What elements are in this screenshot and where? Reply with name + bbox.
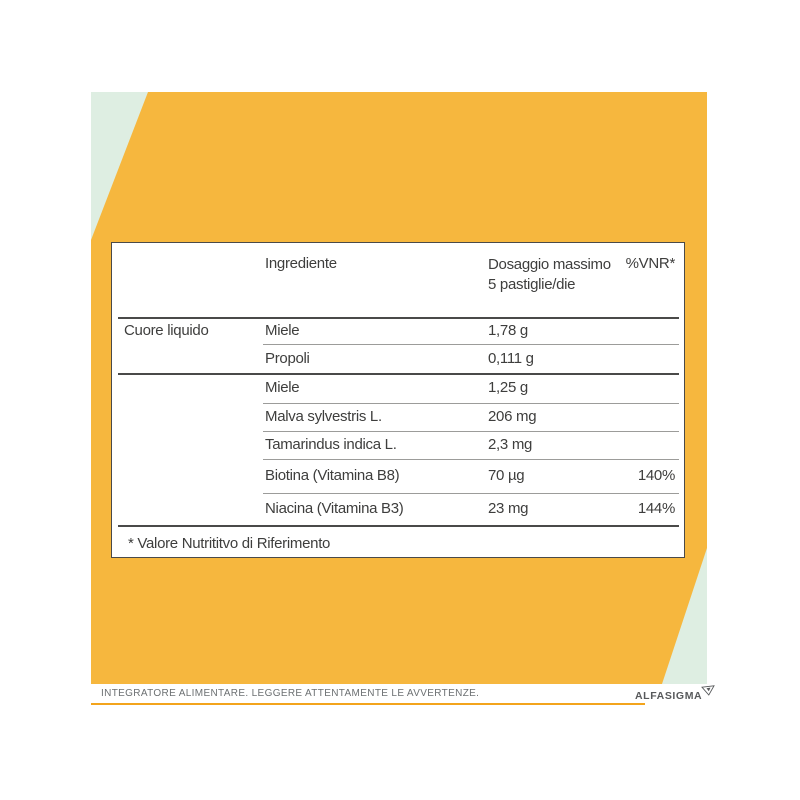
- dosage-cell: 70 µg: [488, 467, 525, 484]
- dosage-header-line2: 5 pastiglie/die: [488, 276, 576, 293]
- divider-line: [263, 493, 679, 494]
- ingredient-cell: Malva sylvestris L.: [265, 408, 382, 425]
- nutrition-table: Ingrediente Dosaggio massimo 5 pastiglie…: [111, 242, 685, 558]
- vnr-cell: 140%: [637, 467, 675, 484]
- dosage-cell: 2,3 mg: [488, 436, 533, 453]
- yellow-label-panel: Ingrediente Dosaggio massimo 5 pastiglie…: [91, 92, 707, 684]
- divider-line: [263, 344, 679, 345]
- dosage-cell: 0,111 g: [488, 350, 534, 367]
- ingredient-cell: Miele: [265, 379, 300, 396]
- ingredient-cell: Biotina (Vitamina B8): [265, 467, 400, 484]
- ingredient-cell: Miele: [265, 322, 300, 339]
- mint-triangle-top-left: [91, 92, 148, 240]
- ingredient-cell: Propoli: [265, 350, 310, 367]
- column-header-ingredient: Ingrediente: [265, 255, 337, 272]
- dosage-cell: 1,78 g: [488, 322, 528, 339]
- group-label-cuore-liquido: Cuore liquido: [124, 322, 209, 339]
- mint-triangle-bottom-right: [662, 548, 707, 684]
- divider-line: [118, 317, 679, 319]
- divider-line: [263, 431, 679, 432]
- dosage-cell: 1,25 g: [488, 379, 528, 396]
- column-header-vnr: %VNR*: [625, 255, 676, 272]
- ingredient-cell: Tamarindus indica L.: [265, 436, 397, 453]
- vnr-footnote: * Valore Nutrititvo di Riferimento: [128, 535, 331, 552]
- alfasigma-brand: ALFASIGMA: [635, 685, 716, 702]
- dosage-cell: 206 mg: [488, 408, 537, 425]
- divider-line: [263, 459, 679, 460]
- supplement-warning-text: INTEGRATORE ALIMENTARE. LEGGERE ATTENTAM…: [101, 688, 480, 699]
- alfasigma-logo-icon: [701, 685, 716, 699]
- dosage-header-line1: Dosaggio massimo: [488, 256, 611, 273]
- footer-accent-line: [91, 703, 645, 705]
- column-header-dosage: Dosaggio massimo 5 pastiglie/die: [488, 255, 611, 295]
- ingredient-cell: Niacina (Vitamina B3): [265, 500, 404, 517]
- divider-line: [118, 525, 679, 527]
- divider-line: [118, 373, 679, 375]
- vnr-cell: 144%: [637, 500, 675, 517]
- dosage-cell: 23 mg: [488, 500, 529, 517]
- divider-line: [263, 403, 679, 404]
- alfasigma-brand-label: ALFASIGMA: [635, 690, 703, 702]
